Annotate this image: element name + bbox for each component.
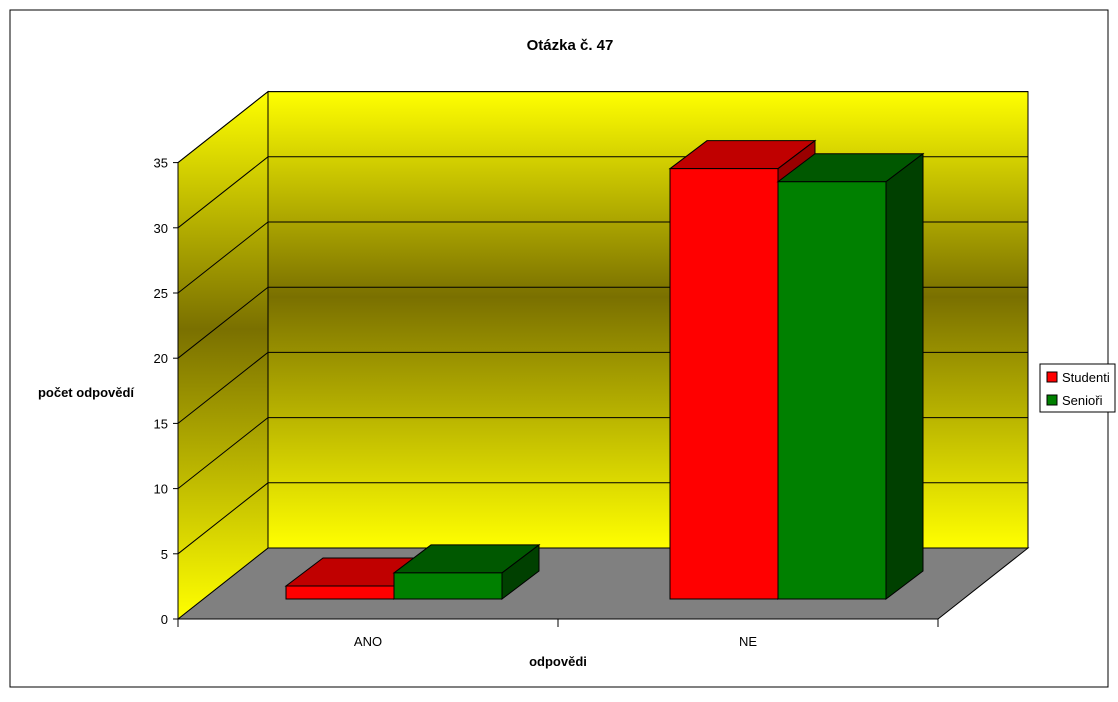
legend-label-studenti: Studenti bbox=[1062, 370, 1110, 385]
y-tick-label: 0 bbox=[161, 612, 168, 627]
bar-senioři-ne bbox=[776, 152, 925, 601]
chart-side-wall bbox=[177, 90, 269, 621]
axes bbox=[173, 162, 939, 627]
y-tick-label: 35 bbox=[154, 156, 168, 171]
legend: Studenti Senioři bbox=[1039, 363, 1116, 413]
bar-senioři-ano bbox=[392, 543, 541, 601]
x-tick-label: ANO bbox=[354, 634, 382, 649]
x-tick-label: NE bbox=[739, 634, 757, 649]
bar-side bbox=[885, 152, 924, 601]
legend-swatch-seniori bbox=[1046, 394, 1058, 406]
bar-front bbox=[669, 168, 779, 600]
y-tick-label: 15 bbox=[154, 416, 168, 431]
y-tick-label: 20 bbox=[154, 351, 168, 366]
y-tick-label: 30 bbox=[154, 221, 168, 236]
x-axis-label: odpovědi bbox=[529, 654, 587, 669]
legend-swatch-studenti bbox=[1046, 371, 1058, 383]
y-tick-labels: 0 5 10 15 20 25 30 35 bbox=[154, 156, 168, 627]
x-tick-labels: ANO NE bbox=[354, 634, 757, 649]
y-tick-label: 10 bbox=[154, 482, 168, 497]
bar-front bbox=[777, 181, 887, 600]
chart-title: Otázka č. 47 bbox=[527, 37, 614, 54]
y-tick-label: 25 bbox=[154, 286, 168, 301]
y-axis-label: počet odpovědí bbox=[38, 385, 134, 400]
gridline bbox=[177, 91, 1028, 163]
bar-front bbox=[285, 585, 395, 600]
legend-label-seniori: Senioři bbox=[1062, 393, 1103, 408]
bars bbox=[284, 139, 925, 601]
bar-front bbox=[393, 572, 503, 600]
y-tick-label: 5 bbox=[161, 547, 168, 562]
